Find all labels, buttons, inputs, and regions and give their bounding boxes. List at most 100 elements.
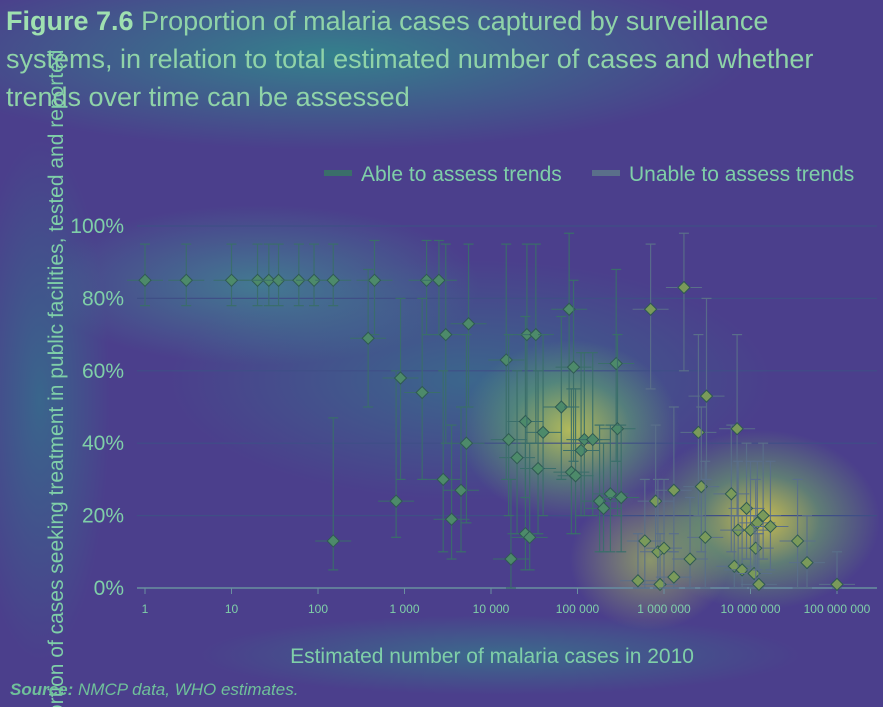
data-point [260,243,297,307]
y-tick-label: 20% [82,505,124,528]
data-point-marker [529,327,543,342]
data-point-marker [730,422,744,436]
data-point [632,243,669,390]
data-point [511,442,548,571]
data-point-marker [536,425,550,440]
data-point-marker [790,534,805,548]
data-point-marker [326,273,340,288]
data-point [719,334,756,517]
data-point-marker [691,425,706,440]
legend-swatch-unable [592,170,620,176]
data-point-marker [389,494,403,508]
data-point [626,478,663,589]
data-point-marker [749,541,763,555]
data-point-marker [461,317,476,331]
data-point [672,496,709,589]
data-point-marker [657,541,671,555]
figure-label: Figure 7.6 [6,6,134,36]
y-axis-ticks: 0% 20% 40% 60% 80% 100% [70,215,124,600]
x-tick-label: 1 [142,602,149,616]
data-point-marker [699,389,714,403]
data-point [508,243,545,444]
data-point-marker [800,555,814,570]
data-point [779,478,816,589]
data-point [490,334,527,517]
figure-title-text: Proportion of malaria cases captured by … [6,6,814,112]
data-point [543,315,580,480]
x-axis-label: Estimated number of malaria cases in 201… [290,645,694,668]
data-point-marker [603,487,618,501]
data-point [752,460,789,571]
data-point-marker [683,552,697,566]
data-point-marker [415,385,429,400]
data-point-marker [179,273,193,288]
data-point [687,460,724,589]
data-point-marker [586,432,600,447]
data-point-marker [510,450,524,465]
data-point-marker [830,577,844,592]
data-point-marker [763,519,778,534]
data-point-marker [393,371,408,385]
data-point [127,243,163,307]
data-point-marker [518,414,533,429]
x-tick-label: 100 [308,602,328,616]
data-point [420,239,457,336]
data-point [427,243,464,444]
data-point [683,406,720,553]
data-point-marker [698,530,712,545]
y-tick-label: 0% [94,577,124,600]
data-point-marker [596,501,611,516]
data-point-marker [531,461,545,476]
data-point [356,239,393,336]
data-point-marker [667,570,681,584]
data-point [665,232,702,372]
data-point [404,297,441,480]
y-axis-label: Proportion of cases seeking treatment in… [45,50,68,707]
data-point [520,370,557,535]
data-point-marker [631,574,645,588]
data-point [296,243,333,307]
data-point [619,533,656,589]
data-point-marker [367,273,382,288]
y-tick-label: 40% [82,432,124,455]
data-point [492,478,529,589]
data-point-marker [568,469,583,483]
data-point [819,551,855,592]
data-point [517,243,554,444]
data-point-marker [554,400,569,414]
y-tick-label: 100% [70,215,124,238]
data-point-marker [756,508,770,523]
legend-swatch-able [324,170,352,176]
data-point [280,243,317,307]
data-point-marker [361,331,375,345]
data-point [450,243,487,408]
data-point [555,279,592,462]
x-tick-label: 100 000 [556,602,600,616]
x-tick-label: 1 000 [389,602,419,616]
legend: Able to assess trends Unable to assess t… [324,163,854,186]
data-point-marker [224,273,239,288]
data-point-marker [638,534,652,548]
data-points [127,232,855,592]
data-point-marker [432,273,446,288]
data-point [551,232,588,408]
data-point-marker [307,273,321,288]
data-point [448,334,485,524]
data-point [688,297,725,480]
data-point [433,424,470,560]
data-point [315,417,352,571]
data-point [250,243,287,307]
data-point-marker [643,302,658,316]
data-point-marker [747,566,761,581]
data-point-marker [439,327,453,342]
data-point [168,243,205,307]
x-axis: 1 10 100 1 000 10 000 100 000 1 000 000 10 000 … [137,587,877,616]
x-tick-label: 1 000 000 [637,602,691,616]
data-point [443,406,480,553]
data-point [655,406,692,553]
data-point [724,514,761,589]
x-tick-label: 10 000 000 [720,602,780,616]
data-point-marker [522,530,537,545]
data-point [603,424,640,553]
